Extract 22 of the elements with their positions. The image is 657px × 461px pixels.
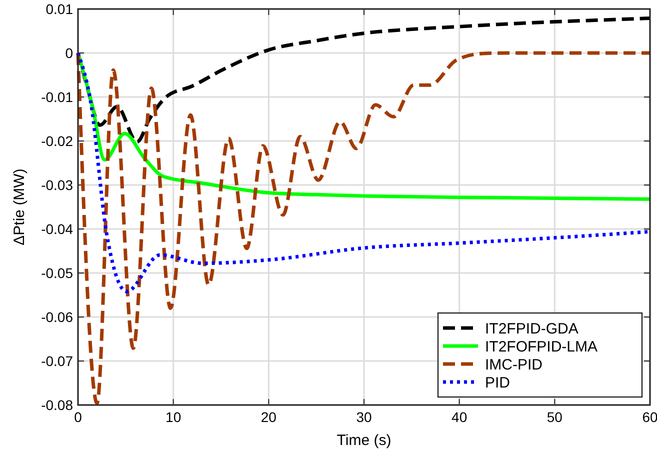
y-tick-label: -0.08 (41, 396, 74, 413)
x-tick-label: 60 (642, 409, 657, 425)
x-tick-label: 20 (260, 409, 277, 425)
legend-label: IMC-PID (485, 356, 543, 374)
y-tick-label: -0.07 (41, 352, 74, 369)
y-tick-label: -0.03 (41, 176, 74, 193)
legend-label: IT2FPID-GDA (485, 320, 578, 338)
y-tick-label: 0.01 (46, 0, 74, 17)
x-tick-label: 50 (546, 409, 563, 425)
x-tick-label: 10 (166, 409, 182, 425)
x-tick-label: 40 (452, 409, 468, 425)
legend-label: PID (485, 374, 510, 392)
y-tick-label: -0.05 (41, 264, 74, 281)
y-tick-label: -0.01 (41, 88, 74, 105)
y-tick-label: -0.04 (41, 220, 74, 237)
y-axis-title: ΔPtie (MW) (11, 168, 28, 246)
x-axis-title: Time (s) (336, 432, 392, 449)
legend-label: IT2FOFPID-LMA (485, 338, 598, 356)
y-tick-label: -0.06 (41, 308, 74, 325)
x-tick-label: 30 (356, 409, 372, 425)
y-tick-label: 0 (65, 44, 74, 61)
y-tick-label: -0.02 (41, 132, 74, 149)
